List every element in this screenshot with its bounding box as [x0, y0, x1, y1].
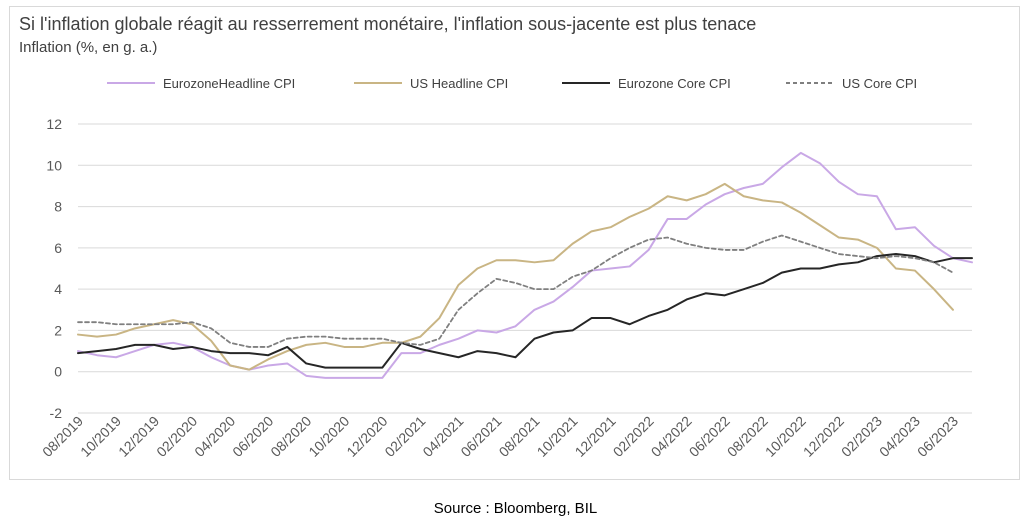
- series-line-2: [77, 253, 973, 369]
- chart-title: Si l'inflation globale réagit au resserr…: [19, 14, 757, 34]
- x-tick-label: 04/2022: [648, 413, 695, 460]
- x-tick-label: 04/2020: [191, 413, 238, 460]
- x-tick-label: 08/2019: [39, 413, 86, 460]
- x-tick-label: 12/2022: [800, 413, 847, 460]
- y-tick-label: 0: [54, 364, 62, 380]
- x-tick-label: 12/2019: [115, 413, 162, 460]
- y-tick-label: 4: [54, 281, 62, 297]
- x-tick-label: 02/2020: [153, 413, 200, 460]
- x-tick-label: 06/2022: [686, 413, 733, 460]
- x-tick-label: 12/2020: [343, 413, 390, 460]
- x-tick-label: 02/2022: [610, 413, 657, 460]
- chart-frame: [9, 6, 1020, 480]
- x-tick-label: 04/2021: [419, 413, 466, 460]
- x-tick-label: 02/2023: [838, 413, 885, 460]
- x-tick-label: 10/2021: [534, 413, 581, 460]
- x-tick-label: 06/2023: [914, 413, 961, 460]
- legend-label-2: Eurozone Core CPI: [618, 76, 731, 91]
- y-tick-label: 8: [54, 199, 62, 215]
- series-line-3: [77, 234, 954, 348]
- x-tick-label: 06/2021: [457, 413, 504, 460]
- x-tick-label: 10/2019: [77, 413, 124, 460]
- y-tick-label: 10: [46, 157, 62, 173]
- x-tick-label: 08/2021: [496, 413, 543, 460]
- chart-subtitle: Inflation (%, en g. a.): [19, 39, 158, 56]
- x-tick-label: 04/2023: [876, 413, 923, 460]
- legend-label-0: EurozoneHeadline CPI: [163, 76, 295, 91]
- legend-label-3: US Core CPI: [842, 76, 917, 91]
- legend-label-1: US Headline CPI: [410, 76, 508, 91]
- y-tick-label: 12: [46, 116, 62, 132]
- series-line-0: [77, 151, 973, 379]
- y-tick-label: 2: [54, 322, 62, 338]
- x-tick-label: 10/2022: [762, 413, 809, 460]
- x-tick-label: 06/2020: [229, 413, 276, 460]
- x-tick-label: 08/2020: [267, 413, 314, 460]
- x-tick-label: 12/2021: [572, 413, 619, 460]
- y-tick-label: -2: [50, 405, 63, 421]
- source-note: Source : Bloomberg, BIL: [433, 500, 598, 517]
- series-line-1: [77, 182, 954, 371]
- x-tick-label: 02/2021: [381, 413, 428, 460]
- y-tick-label: 6: [54, 240, 62, 256]
- x-tick-label: 08/2022: [724, 413, 771, 460]
- x-tick-label: 10/2020: [305, 413, 352, 460]
